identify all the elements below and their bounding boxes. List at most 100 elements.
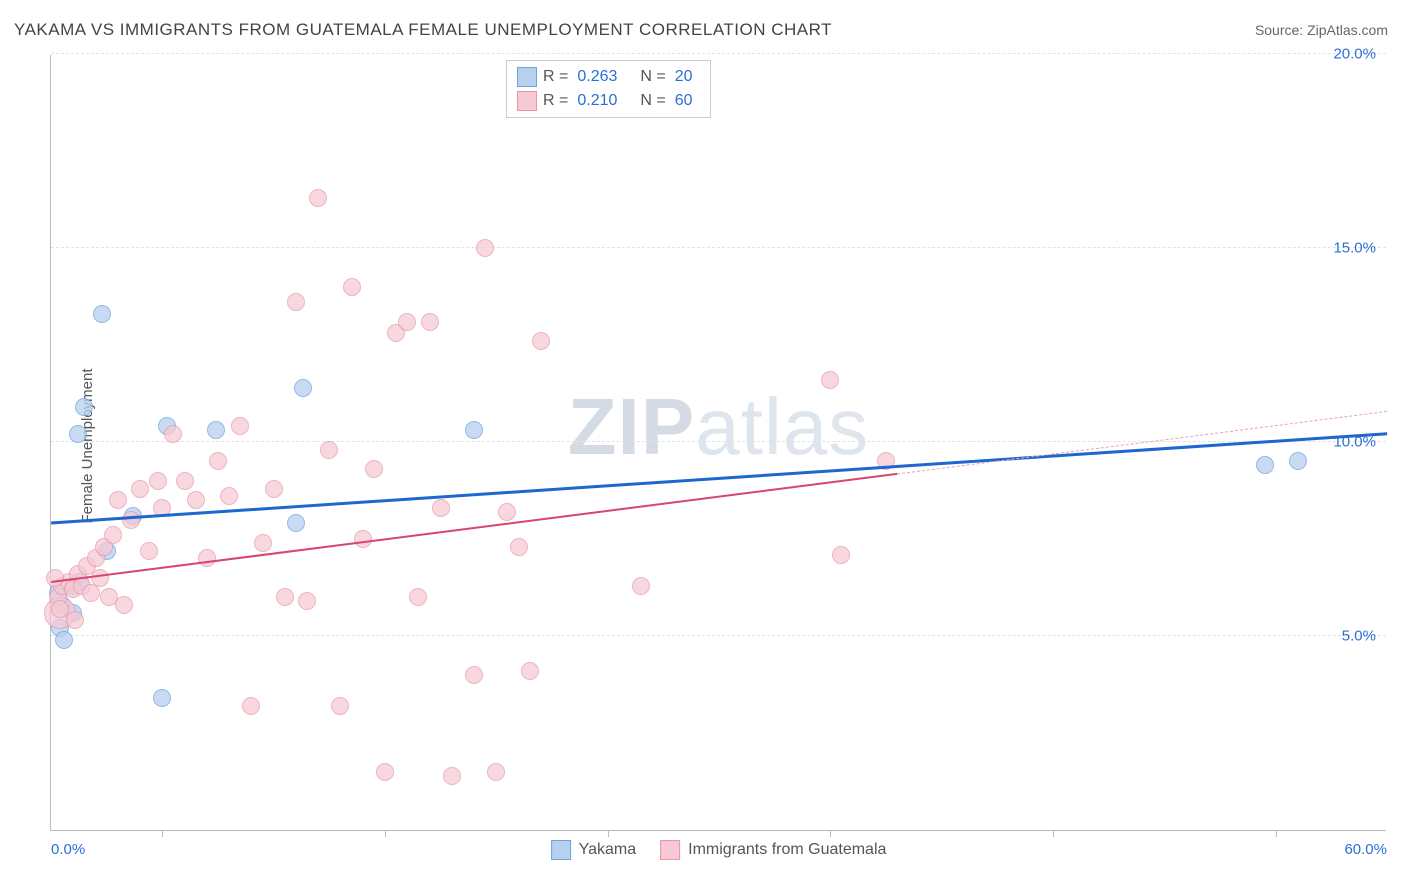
stat-n-label: N = [640,89,665,113]
scatter-point [320,441,338,459]
scatter-point [465,666,483,684]
scatter-point [75,398,93,416]
scatter-point [242,697,260,715]
scatter-point [421,313,439,331]
scatter-point [149,472,167,490]
scatter-point [276,588,294,606]
scatter-point [287,293,305,311]
stats-legend-row: R = 0.210 N = 60 [517,89,696,113]
scatter-point [209,452,227,470]
scatter-point [287,514,305,532]
stat-n-value: 60 [675,89,693,113]
legend-swatch [660,840,680,860]
scatter-point [122,511,140,529]
scatter-point [532,332,550,350]
series-legend: Yakama Immigrants from Guatemala [551,840,887,860]
scatter-point [115,596,133,614]
scatter-point [46,569,64,587]
x-tick [830,830,831,837]
legend-swatch [517,91,537,111]
scatter-point [510,538,528,556]
watermark-bold: ZIP [568,382,695,471]
gridline [51,441,1386,442]
source-name: ZipAtlas.com [1307,22,1388,38]
gridline [51,635,1386,636]
scatter-point [398,313,416,331]
scatter-point [409,588,427,606]
stats-legend: R = 0.263 N = 20 R = 0.210 N = 60 [506,60,711,118]
scatter-point [309,189,327,207]
scatter-point [153,689,171,707]
scatter-point [443,767,461,785]
scatter-point [298,592,316,610]
scatter-point [254,534,272,552]
scatter-point [231,417,249,435]
scatter-point [832,546,850,564]
scatter-point [91,569,109,587]
stat-r-label: R = [543,89,568,113]
scatter-point [1256,456,1274,474]
y-tick-label: 20.0% [1333,46,1376,63]
trend-line [51,473,897,583]
watermark: ZIPatlas [568,381,869,473]
scatter-point [55,631,73,649]
x-axis-label: 0.0% [51,841,85,858]
stat-n-label: N = [640,65,665,89]
scatter-point [140,542,158,560]
y-tick-label: 15.0% [1333,240,1376,257]
x-tick [385,830,386,837]
legend-swatch [551,840,571,860]
scatter-point [93,305,111,323]
scatter-point [207,421,225,439]
scatter-point [176,472,194,490]
legend-label: Yakama [579,841,637,859]
scatter-point [1289,452,1307,470]
scatter-point [66,611,84,629]
scatter-point [432,499,450,517]
scatter-point [465,421,483,439]
gridline [51,247,1386,248]
stat-r-value: 0.210 [577,89,617,113]
stat-r-label: R = [543,65,568,89]
scatter-point [354,530,372,548]
gridline [51,53,1386,54]
source-credit: Source: ZipAtlas.com [1255,22,1388,38]
stat-r-value: 0.263 [577,65,617,89]
scatter-point [220,487,238,505]
watermark-rest: atlas [695,382,869,471]
scatter-point [109,491,127,509]
scatter-point [198,549,216,567]
scatter-point [82,584,100,602]
scatter-point [632,577,650,595]
scatter-point [343,278,361,296]
scatter-point [51,600,69,618]
legend-swatch [517,67,537,87]
stats-legend-row: R = 0.263 N = 20 [517,65,696,89]
chart-title: YAKAMA VS IMMIGRANTS FROM GUATEMALA FEMA… [14,20,832,40]
scatter-point [476,239,494,257]
x-axis-label: 60.0% [1344,841,1387,858]
legend-item: Yakama [551,840,637,860]
scatter-point [69,425,87,443]
scatter-plot-area: ZIPatlas 5.0%10.0%15.0%20.0%0.0%60.0%R =… [50,55,1386,831]
scatter-point [131,480,149,498]
scatter-point [294,379,312,397]
y-tick-label: 5.0% [1342,628,1376,645]
x-tick [1053,830,1054,837]
source-label: Source: [1255,22,1303,38]
x-tick [1276,830,1277,837]
x-tick [162,830,163,837]
scatter-point [104,526,122,544]
scatter-point [187,491,205,509]
scatter-point [521,662,539,680]
scatter-point [487,763,505,781]
scatter-point [376,763,394,781]
x-tick [608,830,609,837]
trend-line-extrapolated [897,410,1387,474]
scatter-point [164,425,182,443]
scatter-point [365,460,383,478]
trend-line [51,433,1387,525]
scatter-point [498,503,516,521]
stat-n-value: 20 [675,65,693,89]
legend-item: Immigrants from Guatemala [660,840,886,860]
